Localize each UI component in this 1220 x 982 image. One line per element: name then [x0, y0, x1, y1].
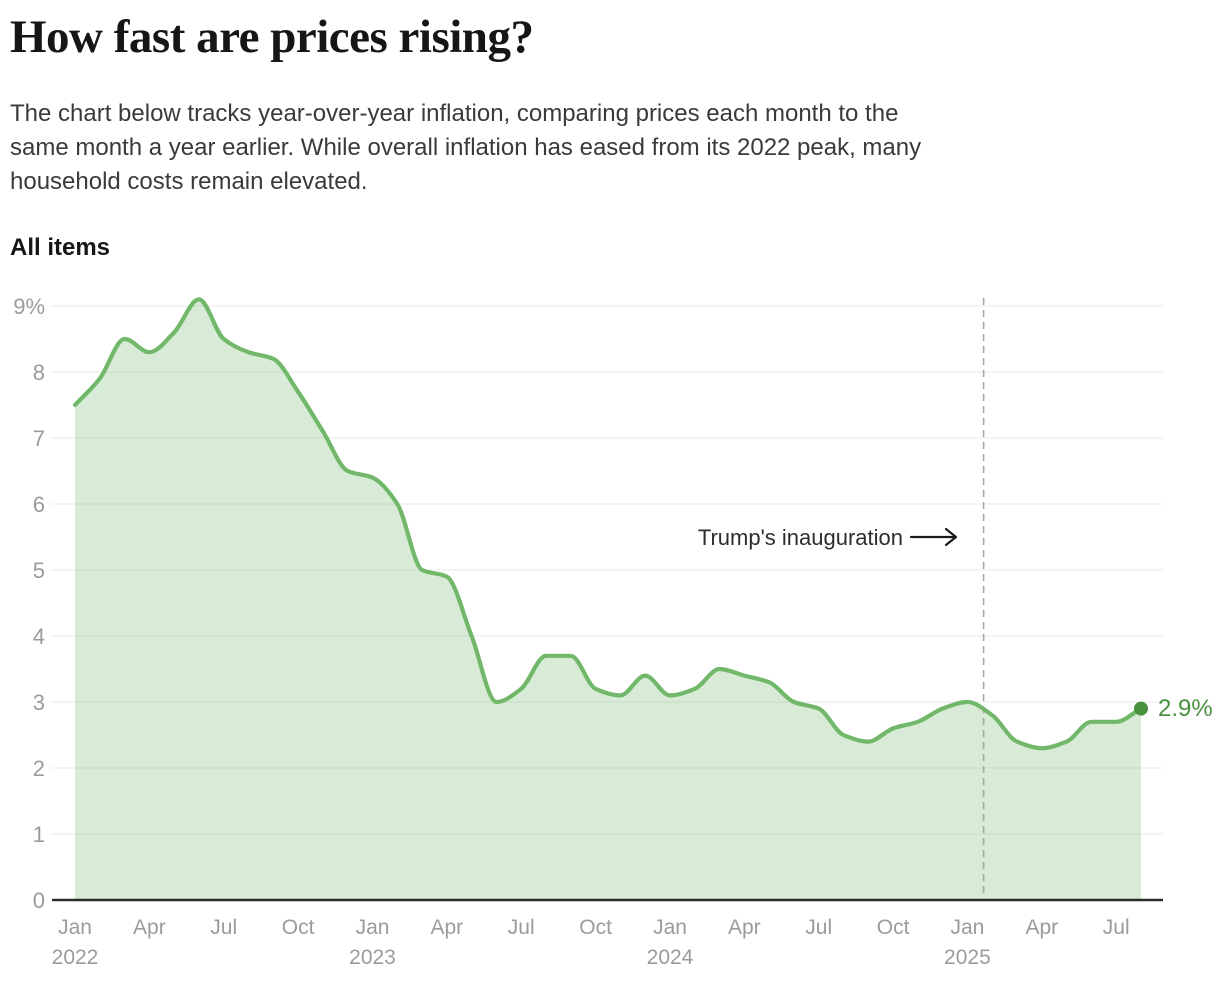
y-axis-tick-label: 2	[33, 756, 45, 781]
x-axis-tick-label: Apr	[728, 916, 761, 939]
description-line: same month a year earlier. While overall…	[10, 134, 922, 161]
x-axis-tick-label: Jul	[1103, 916, 1130, 939]
y-axis-tick-label: 3	[33, 690, 45, 715]
series-title: All items	[10, 234, 111, 261]
x-axis-tick-label: Jul	[805, 916, 832, 939]
x-axis-year-label: 2024	[647, 946, 694, 969]
y-axis-tick-label: 7	[33, 426, 45, 451]
y-axis-tick-label: 5	[33, 558, 45, 583]
inauguration-annotation: Trump's inauguration	[698, 525, 958, 550]
right-arrow-icon	[909, 527, 958, 547]
x-axis-tick-label: Oct	[282, 916, 315, 939]
x-axis-tick-label: Jan	[950, 916, 984, 939]
series-layer	[52, 297, 1163, 902]
x-axis-year-label: 2025	[944, 946, 991, 969]
x-axis-tick-label: Apr	[133, 916, 166, 939]
x-axis-tick-label: Jul	[508, 916, 535, 939]
x-axis-tick-label: Jan	[58, 916, 92, 939]
x-axis-year-label: 2023	[349, 946, 396, 969]
page-title: How fast are prices rising?	[10, 11, 534, 63]
x-axis-tick-label: Apr	[430, 916, 463, 939]
grid-layer	[52, 305, 1163, 835]
latest-point-marker	[1134, 701, 1148, 716]
y-axis-tick-label: 0	[33, 888, 45, 913]
inflation-area-fill	[75, 299, 1141, 900]
x-axis-tick-label: Apr	[1025, 916, 1058, 939]
y-axis-tick-label: 8	[33, 360, 45, 385]
description-line: The chart below tracks year-over-year in…	[10, 100, 899, 127]
x-axis-tick-label: Jul	[210, 916, 237, 939]
y-axis-tick-label: 4	[33, 624, 45, 649]
y-axis-tick-label: 1	[33, 822, 45, 847]
x-axis-tick-label: Jan	[653, 916, 687, 939]
annotation-label: Trump's inauguration	[698, 525, 903, 550]
x-axis-year-label: 2022	[52, 946, 99, 969]
inflation-line	[72, 297, 1144, 751]
x-axis-tick-label: Oct	[579, 916, 612, 939]
axis-layer: 9% 8 7 6 5 4 3 2 1 0 Jan 2022 Apr Jul Oct Jan 2023 Apr Jul…	[13, 294, 1129, 969]
x-axis-tick-label: Oct	[877, 916, 910, 939]
x-axis-tick-label: Jan	[356, 916, 390, 939]
y-axis-tick-label: 9%	[13, 294, 45, 319]
latest-value-label: 2.9%	[1158, 695, 1213, 722]
chart-description: The chart below tracks year-over-year in…	[10, 97, 921, 199]
y-axis-tick-label: 6	[33, 492, 45, 517]
description-line: household costs remain elevated.	[10, 168, 368, 195]
